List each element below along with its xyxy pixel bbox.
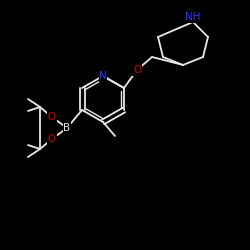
Text: N: N xyxy=(99,71,107,81)
Text: O: O xyxy=(48,134,56,144)
Text: NH: NH xyxy=(185,12,201,22)
Text: B: B xyxy=(64,123,70,133)
Text: O: O xyxy=(48,112,56,122)
Text: O: O xyxy=(133,65,141,75)
